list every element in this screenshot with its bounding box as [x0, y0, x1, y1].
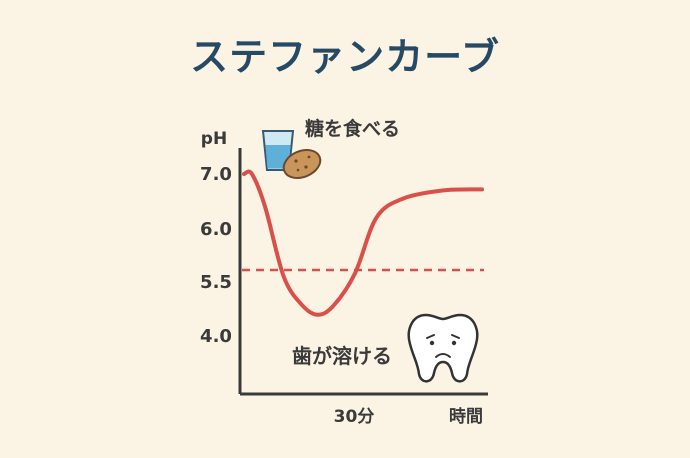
y-tick-label: 7.0: [200, 164, 232, 185]
sad-tooth-icon: [407, 313, 479, 383]
x-axis-title: 時間: [449, 406, 483, 427]
y-tick-label: 4.0: [200, 326, 232, 347]
annotation-teeth-dissolve: 歯が溶ける: [292, 344, 392, 368]
page-title: ステファンカーブ: [190, 35, 500, 79]
x-tick-label: 30分: [334, 407, 375, 427]
potato-snack-icon: [282, 149, 322, 179]
y-tick-label: 6.0: [200, 219, 232, 240]
y-axis-title: pH: [201, 129, 227, 149]
annotation-eat-sugar: 糖を食べる: [305, 117, 400, 140]
ph-curve-line: [242, 169, 484, 317]
y-tick-label: 5.5: [200, 272, 232, 293]
